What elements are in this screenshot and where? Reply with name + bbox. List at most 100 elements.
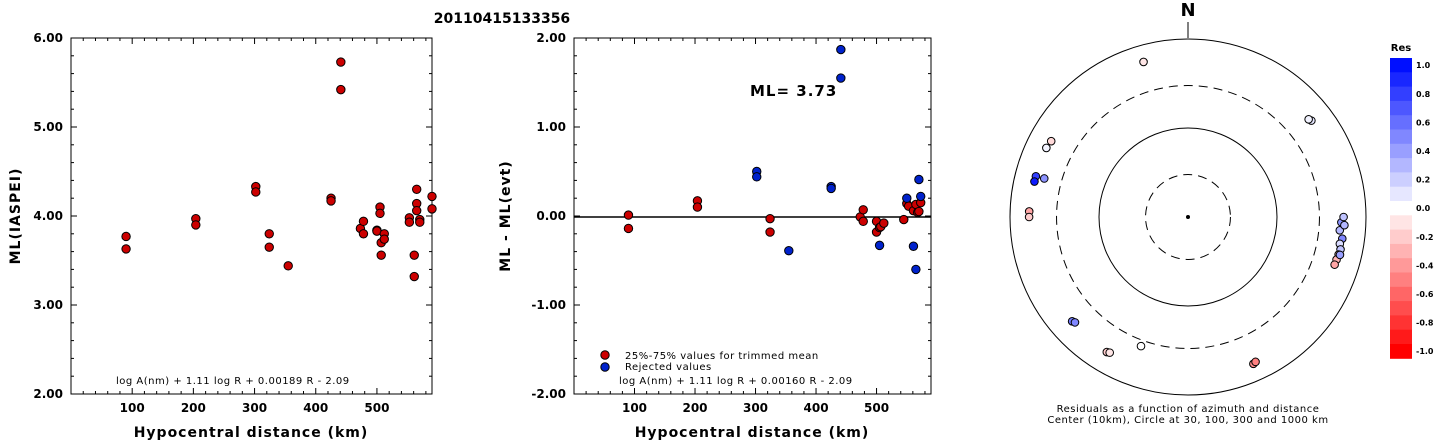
data-point [911,264,921,275]
colorbar-swatch [1390,186,1412,202]
panel-polar-residuals: N Residuals as a function of azimuth and… [1009,0,1367,426]
station-marker [1070,318,1080,327]
panel2-ylabel: ML - ML(evt) [498,160,514,271]
data-point [412,205,422,216]
station-marker [1024,212,1034,222]
legend-label-trimmed: 25%-75% values for trimmed mean [625,351,819,362]
colorbar-swatch [1390,286,1412,302]
data-point [784,246,794,256]
data-point [404,217,415,227]
y-tick-label: 5.00 [33,120,63,134]
distance-ring [1145,174,1231,260]
data-point [375,208,385,219]
station-marker [1042,143,1051,153]
colorbar-label: 0.2 [1416,176,1430,185]
legend-label-rejected: Rejected values [625,362,712,373]
data-point [412,184,422,195]
colorbar-label: -1.0 [1416,347,1434,356]
colorbar-swatch [1390,86,1412,102]
data-point [692,202,703,212]
station-marker [1030,177,1039,186]
data-point [899,214,909,225]
station-marker [1339,212,1348,222]
data-point [283,261,293,271]
figure-title: 20110415133356 [434,11,570,27]
station-marker [1251,357,1260,367]
distance-ring [1098,127,1278,307]
x-tick-label: 300 [242,401,267,415]
colorbar-swatch [1390,58,1412,73]
colorbar-label: 1.0 [1416,61,1431,70]
colorbar-swatch [1390,258,1412,273]
data-point [858,216,868,227]
data-point [765,213,775,224]
x-tick-label: 500 [864,401,889,415]
y-tick-label: 4.00 [33,209,63,223]
colorbar-label: 0.6 [1416,118,1431,127]
panel2-points [623,44,926,275]
data-point [752,172,762,182]
y-tick-label: 1.00 [536,120,566,134]
colorbar-swatch [1390,172,1412,188]
y-tick-label: -1.00 [531,298,566,312]
legend-marker-trimmed [600,350,610,360]
colorbar-swatch [1390,201,1412,216]
epicenter-dot [1186,215,1190,219]
legend-marker-rejected [600,362,610,372]
x-tick-label: 100 [622,401,647,415]
data-point [879,218,889,228]
data-point [902,193,912,203]
colorbar-swatch [1390,272,1412,288]
data-point [121,244,131,254]
data-point [326,196,336,206]
colorbar-label: 0.0 [1416,204,1431,213]
station-marker [1335,250,1345,260]
panel1-formula: log A(nm) + 1.11 log R + 0.00189 R - 2.0… [116,376,350,387]
data-point [264,242,274,252]
colorbar-swatch [1390,72,1412,88]
data-point [765,227,775,237]
legend: 25%-75% values for trimmed mean Rejected… [600,350,819,373]
data-point [427,204,437,214]
colorbar-swatch [1390,329,1412,345]
colorbar-swatch [1390,301,1412,316]
station-markers [1024,57,1349,369]
panel2-formula: log A(nm) + 1.11 log R + 0.00160 R - 2.0… [619,376,853,387]
distance-ring [1056,85,1320,349]
x-tick-label: 200 [181,401,206,415]
colorbar-title: Res [1391,43,1411,54]
station-marker [1039,174,1049,183]
colorbar-swatch [1390,315,1412,331]
colorbar-label: -0.4 [1416,261,1434,270]
panel2-ticks: 100 200 300 400 500 -2.00 -1.00 0.00 1.00 2.00 [531,31,931,415]
colorbar-swatch [1390,229,1412,245]
data-point [379,234,389,244]
x-tick-label: 400 [804,401,829,415]
station-marker [1105,348,1114,357]
polar-caption-line2: Center (10km), Circle at 30, 100, 300 an… [1047,415,1328,426]
data-point [914,174,924,185]
colorbar-swatch [1390,158,1412,173]
panel1-ylabel: ML(IASPEI) [8,168,24,265]
data-point [826,183,836,194]
data-point [191,220,201,230]
data-point [874,240,885,251]
y-tick-label: 6.00 [33,31,63,45]
data-point [836,73,846,83]
station-marker [1046,136,1056,146]
ml-value-label: ML= 3.73 [750,82,837,100]
colorbar-swatch [1390,344,1412,359]
data-point [264,229,274,239]
station-marker [1136,341,1146,351]
data-point [251,187,261,197]
colorbar-swatch [1390,243,1412,259]
data-point [376,250,386,260]
panel1-xlabel: Hypocentral distance (km) [134,425,369,441]
colorbar-swatch [1390,129,1412,145]
distance-rings [1009,38,1367,396]
data-point [858,205,868,215]
data-point [121,231,131,242]
y-tick-label: 2.00 [536,31,566,45]
data-point [427,191,437,202]
y-tick-label: 3.00 [33,298,63,312]
